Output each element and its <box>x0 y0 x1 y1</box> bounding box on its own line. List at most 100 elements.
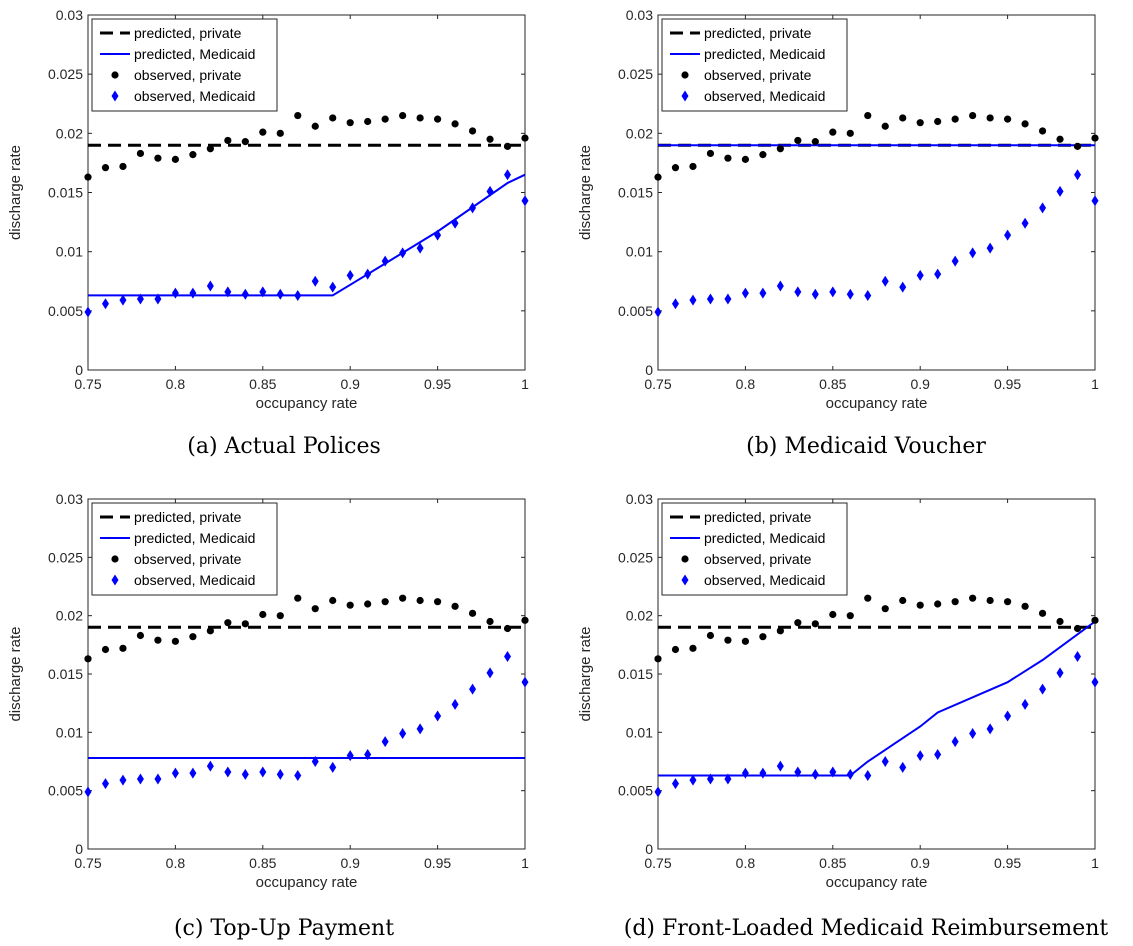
y-tick-label: 0.03 <box>56 491 83 507</box>
data-point-medicaid <box>829 286 837 298</box>
data-point-private <box>654 655 662 663</box>
series-line-1 <box>88 173 526 297</box>
data-point-medicaid <box>654 306 662 318</box>
data-point-private <box>1091 616 1099 624</box>
data-point-private <box>399 111 407 120</box>
legend-swatch <box>111 90 119 102</box>
data-point-private <box>951 115 959 123</box>
data-point-medicaid <box>276 288 284 300</box>
y-axis-label: discharge rate <box>577 626 594 721</box>
data-point-private <box>259 610 267 619</box>
data-point-private <box>241 620 249 628</box>
data-point-medicaid <box>521 195 529 207</box>
data-point-private <box>329 596 337 605</box>
y-tick-label: 0 <box>75 362 83 378</box>
x-tick-label: 0.75 <box>74 855 101 871</box>
data-point-medicaid <box>171 767 179 779</box>
data-point-private <box>84 173 92 181</box>
legend-label: observed, private <box>134 551 242 567</box>
data-point-private <box>503 624 512 633</box>
chart-caption: (c) Top-Up Payment <box>174 916 394 941</box>
x-tick-label: 0.95 <box>424 855 451 871</box>
data-point-private <box>1056 617 1064 626</box>
chart-panel-1: 0.75 0.8 0.85 0.9 0.95 1 0 0.005 0.01 0.015 0.02 0.… <box>577 7 1099 412</box>
data-point-medicaid <box>776 760 784 772</box>
data-point-medicaid <box>934 749 942 760</box>
data-point-private <box>189 151 197 159</box>
data-point-medicaid <box>434 229 442 241</box>
data-point-private <box>451 120 459 128</box>
x-axis-label: occupancy rate <box>256 874 358 891</box>
data-point-medicaid <box>469 683 477 695</box>
data-point-medicaid <box>671 298 679 310</box>
data-point-private <box>741 637 750 645</box>
data-point-medicaid <box>811 768 819 780</box>
legend-swatch <box>681 71 689 79</box>
y-axis-label: discharge rate <box>577 145 594 240</box>
data-point-private <box>486 135 494 143</box>
x-tick-label: 0.75 <box>644 855 671 871</box>
legend-swatch <box>681 574 689 586</box>
data-point-medicaid <box>1021 217 1029 229</box>
x-tick-label: 1 <box>1091 855 1099 871</box>
y-tick-label: 0.015 <box>48 666 83 682</box>
data-point-private <box>1004 598 1012 606</box>
x-tick-label: 0.85 <box>249 855 276 871</box>
data-point-private <box>381 598 389 606</box>
data-point-private <box>776 145 784 153</box>
y-axis-label: discharge rate <box>7 145 24 240</box>
data-point-medicaid <box>259 766 267 778</box>
data-point-private <box>706 149 715 158</box>
data-point-medicaid <box>1056 667 1064 679</box>
data-point-private <box>241 138 249 146</box>
y-tick-label: 0.005 <box>48 303 83 319</box>
legend-swatch <box>681 90 689 102</box>
x-tick-label: 0.8 <box>736 376 756 392</box>
data-point-medicaid <box>311 756 319 767</box>
y-tick-label: 0.01 <box>56 244 83 260</box>
data-point-private <box>503 142 512 150</box>
legend-label: observed, Medicaid <box>134 572 255 588</box>
data-point-private <box>969 111 977 120</box>
x-tick-label: 0.85 <box>819 376 846 392</box>
data-point-private <box>84 655 92 663</box>
data-point-private <box>486 617 494 626</box>
data-point-medicaid <box>346 269 354 281</box>
x-tick-label: 1 <box>521 376 529 392</box>
data-point-private <box>916 119 924 127</box>
data-point-medicaid <box>416 723 424 735</box>
data-point-private <box>864 111 872 120</box>
chart-caption: (d) Front-Loaded Medicaid Reimbursement <box>624 916 1109 941</box>
data-point-private <box>899 114 907 122</box>
data-point-private <box>468 127 477 135</box>
data-point-medicaid <box>294 770 302 781</box>
data-point-medicaid <box>1004 710 1012 722</box>
data-point-private <box>1004 115 1012 123</box>
data-point-private <box>399 594 407 602</box>
data-point-medicaid <box>706 773 714 785</box>
data-point-medicaid <box>504 169 512 181</box>
data-point-medicaid <box>1074 169 1082 181</box>
data-point-private <box>311 122 319 130</box>
chart-caption: (a) Actual Polices <box>187 434 381 459</box>
data-point-medicaid <box>364 749 372 760</box>
data-point-private <box>311 605 319 613</box>
data-point-private <box>899 596 907 605</box>
data-point-private <box>724 154 732 162</box>
data-point-medicaid <box>881 275 889 287</box>
data-point-private <box>794 136 802 145</box>
y-tick-label: 0.025 <box>48 549 83 565</box>
x-tick-label: 1 <box>521 855 529 871</box>
data-point-medicaid <box>451 217 459 229</box>
y-tick-label: 0.025 <box>618 549 653 565</box>
data-point-private <box>934 600 942 608</box>
data-point-private <box>521 616 529 624</box>
data-point-medicaid <box>469 202 477 214</box>
data-point-medicaid <box>689 774 697 786</box>
data-point-private <box>741 155 750 163</box>
data-point-private <box>811 620 819 628</box>
x-tick-label: 0.85 <box>249 376 276 392</box>
data-point-medicaid <box>381 255 389 267</box>
x-axis-label: occupancy rate <box>826 874 928 891</box>
data-point-private <box>934 117 942 126</box>
